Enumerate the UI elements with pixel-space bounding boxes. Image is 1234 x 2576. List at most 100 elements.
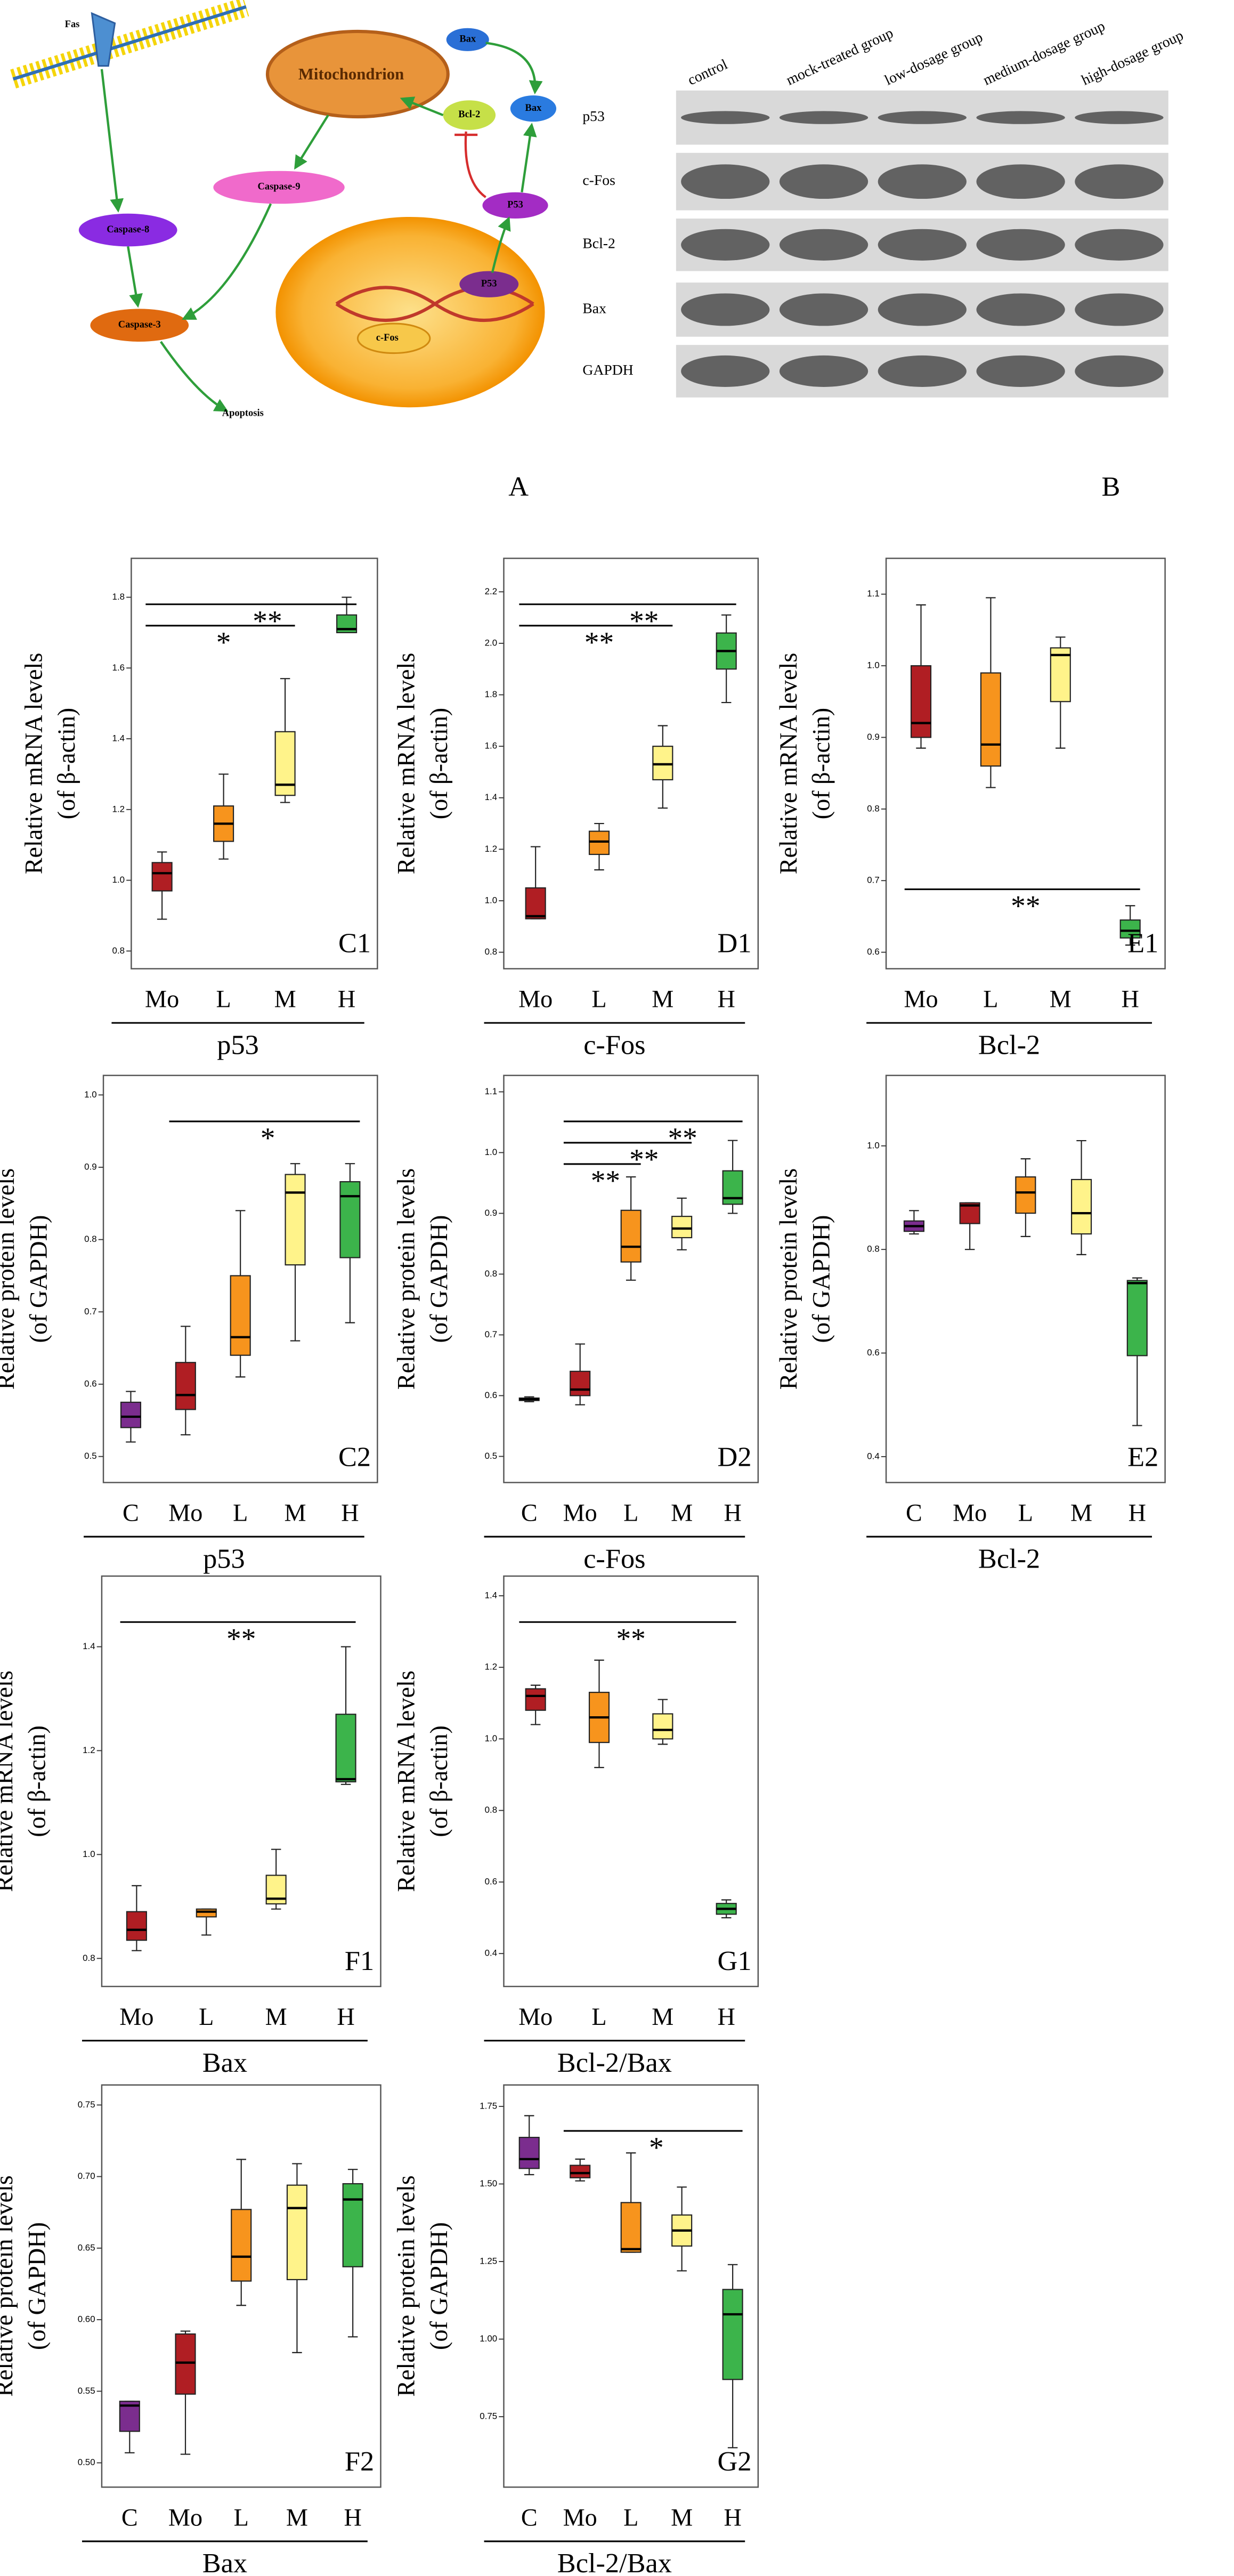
significance-label: ** <box>668 1122 697 1154</box>
fas-label: Fas <box>65 19 80 29</box>
x-tick-label: H <box>1129 1499 1146 1527</box>
y-tick-label: 1.0 <box>867 660 880 671</box>
y-tick-label: 0.8 <box>485 1805 498 1815</box>
y-tick-label: 1.0 <box>867 1140 880 1150</box>
box <box>652 746 673 781</box>
x-tick-label: M <box>274 986 296 1013</box>
y-tick-label: 0.55 <box>78 2386 95 2396</box>
y-tick-label: 1.8 <box>485 689 498 699</box>
arrow <box>127 246 143 308</box>
significance-label: ** <box>1011 890 1040 922</box>
chart: 0.75 1.00 1.25 1.50 1.75 Relative protein lev… <box>392 2084 759 2576</box>
blot-band <box>779 164 868 199</box>
arrow <box>100 69 124 213</box>
x-tick-label: M <box>286 2504 308 2531</box>
x-tick-label: M <box>652 986 673 1013</box>
arrow <box>182 203 272 320</box>
box <box>588 830 610 855</box>
y-tick-label: 0.75 <box>78 2099 95 2110</box>
box <box>722 2289 743 2380</box>
y-tick-label: 0.50 <box>78 2457 95 2467</box>
box <box>1050 647 1071 702</box>
x-tick-label: C <box>521 1499 538 1527</box>
arrow <box>400 96 444 116</box>
y-axis-label: (of GAPDH) <box>23 2222 51 2350</box>
arrow <box>485 42 543 95</box>
plot-frame <box>503 558 759 970</box>
blot-band <box>976 355 1065 387</box>
p53-cyto-label: P53 <box>507 199 523 210</box>
significance-label: ** <box>253 604 282 637</box>
y-tick-label: 0.7 <box>867 875 880 885</box>
x-axis-label: Bcl-2/Bax <box>557 2548 672 2576</box>
x-tick-label: Mo <box>145 986 179 1013</box>
plot-frame <box>503 1075 759 1483</box>
y-tick-label: 0.8 <box>84 1234 97 1244</box>
x-tick-label: M <box>671 2504 693 2531</box>
y-axis-label: (of GAPDH) <box>25 1215 52 1343</box>
box <box>1071 1178 1092 1235</box>
y-tick-label: 0.5 <box>84 1451 97 1461</box>
blot-band <box>878 355 967 387</box>
chart: 0.8 1.0 1.2 1.4 1.6 1.8 2.0 2.2 Relative mRNA le… <box>392 558 759 1060</box>
p53-nucleus-label: P53 <box>481 278 497 288</box>
y-tick-label: 1.2 <box>112 804 125 814</box>
x-tick-label: L <box>199 2003 214 2030</box>
caspase8-label: Caspase-8 <box>107 224 149 235</box>
x-tick-label: C <box>121 2504 138 2531</box>
blot-band <box>976 164 1065 199</box>
plot-frame <box>885 558 1166 970</box>
blot: B p53 c-Fos Bcl-2 Bax GAPDH control mock-treat… <box>582 17 1186 502</box>
y-tick-label: 0.6 <box>485 1390 498 1400</box>
x-tick-label: H <box>344 2504 361 2531</box>
plot-frame <box>885 1075 1166 1483</box>
lane-label: control <box>685 55 730 88</box>
blot-row-label: c-Fos <box>582 172 615 188</box>
x-tick-label: H <box>724 2504 741 2531</box>
inhibit <box>454 131 486 198</box>
arrow <box>521 123 537 193</box>
box <box>1015 1176 1036 1214</box>
x-tick-label: Mo <box>563 1499 597 1527</box>
plot-frame <box>503 2084 759 2488</box>
significance-label: * <box>261 1122 275 1154</box>
mitochondrion-label: Mitochondrion <box>298 65 404 83</box>
x-tick-label: H <box>724 1499 741 1527</box>
significance-label: * <box>649 2131 664 2164</box>
blot-row-label: Bcl-2 <box>582 235 615 252</box>
x-tick-label: H <box>337 2003 354 2030</box>
box <box>230 1275 251 1356</box>
blot-band <box>976 111 1065 124</box>
chart: 0.4 0.6 0.8 1.0 1.2 1.4 Relative mRNA levels (o… <box>392 1575 759 2078</box>
plot-frame <box>101 1575 381 1988</box>
panel-label: D1 <box>718 927 752 958</box>
y-axis-label: Relative protein levels <box>0 1168 19 1390</box>
y-tick-label: 0.4 <box>485 1948 498 1958</box>
x-tick-label: Mo <box>563 2504 597 2531</box>
blot-band <box>681 293 770 326</box>
y-axis-label: (of GAPDH) <box>425 2222 452 2350</box>
significance-label: ** <box>616 1622 645 1655</box>
box <box>1119 919 1141 939</box>
box <box>570 1370 591 1396</box>
panel-label: F1 <box>345 1945 374 1976</box>
x-tick-label: M <box>671 1499 693 1527</box>
membrane-line <box>12 5 247 81</box>
caspase9-label: Caspase-9 <box>258 181 301 192</box>
box <box>525 887 546 919</box>
x-tick-label: L <box>1018 1499 1033 1527</box>
y-tick-label: 0.8 <box>83 1953 95 1963</box>
panel-label: D2 <box>718 1441 752 1472</box>
panel-label: A <box>508 471 529 502</box>
box <box>120 1401 142 1428</box>
blot-band <box>976 293 1065 326</box>
y-tick-label: 0.9 <box>485 1208 498 1218</box>
y-tick-label: 1.1 <box>485 1086 498 1096</box>
significance-label: ** <box>584 626 614 658</box>
x-tick-label: C <box>123 1499 139 1527</box>
y-tick-label: 2.0 <box>485 637 498 648</box>
panel-label: F2 <box>345 2446 374 2477</box>
x-tick-label: H <box>1122 986 1139 1013</box>
blot-band <box>878 111 967 124</box>
